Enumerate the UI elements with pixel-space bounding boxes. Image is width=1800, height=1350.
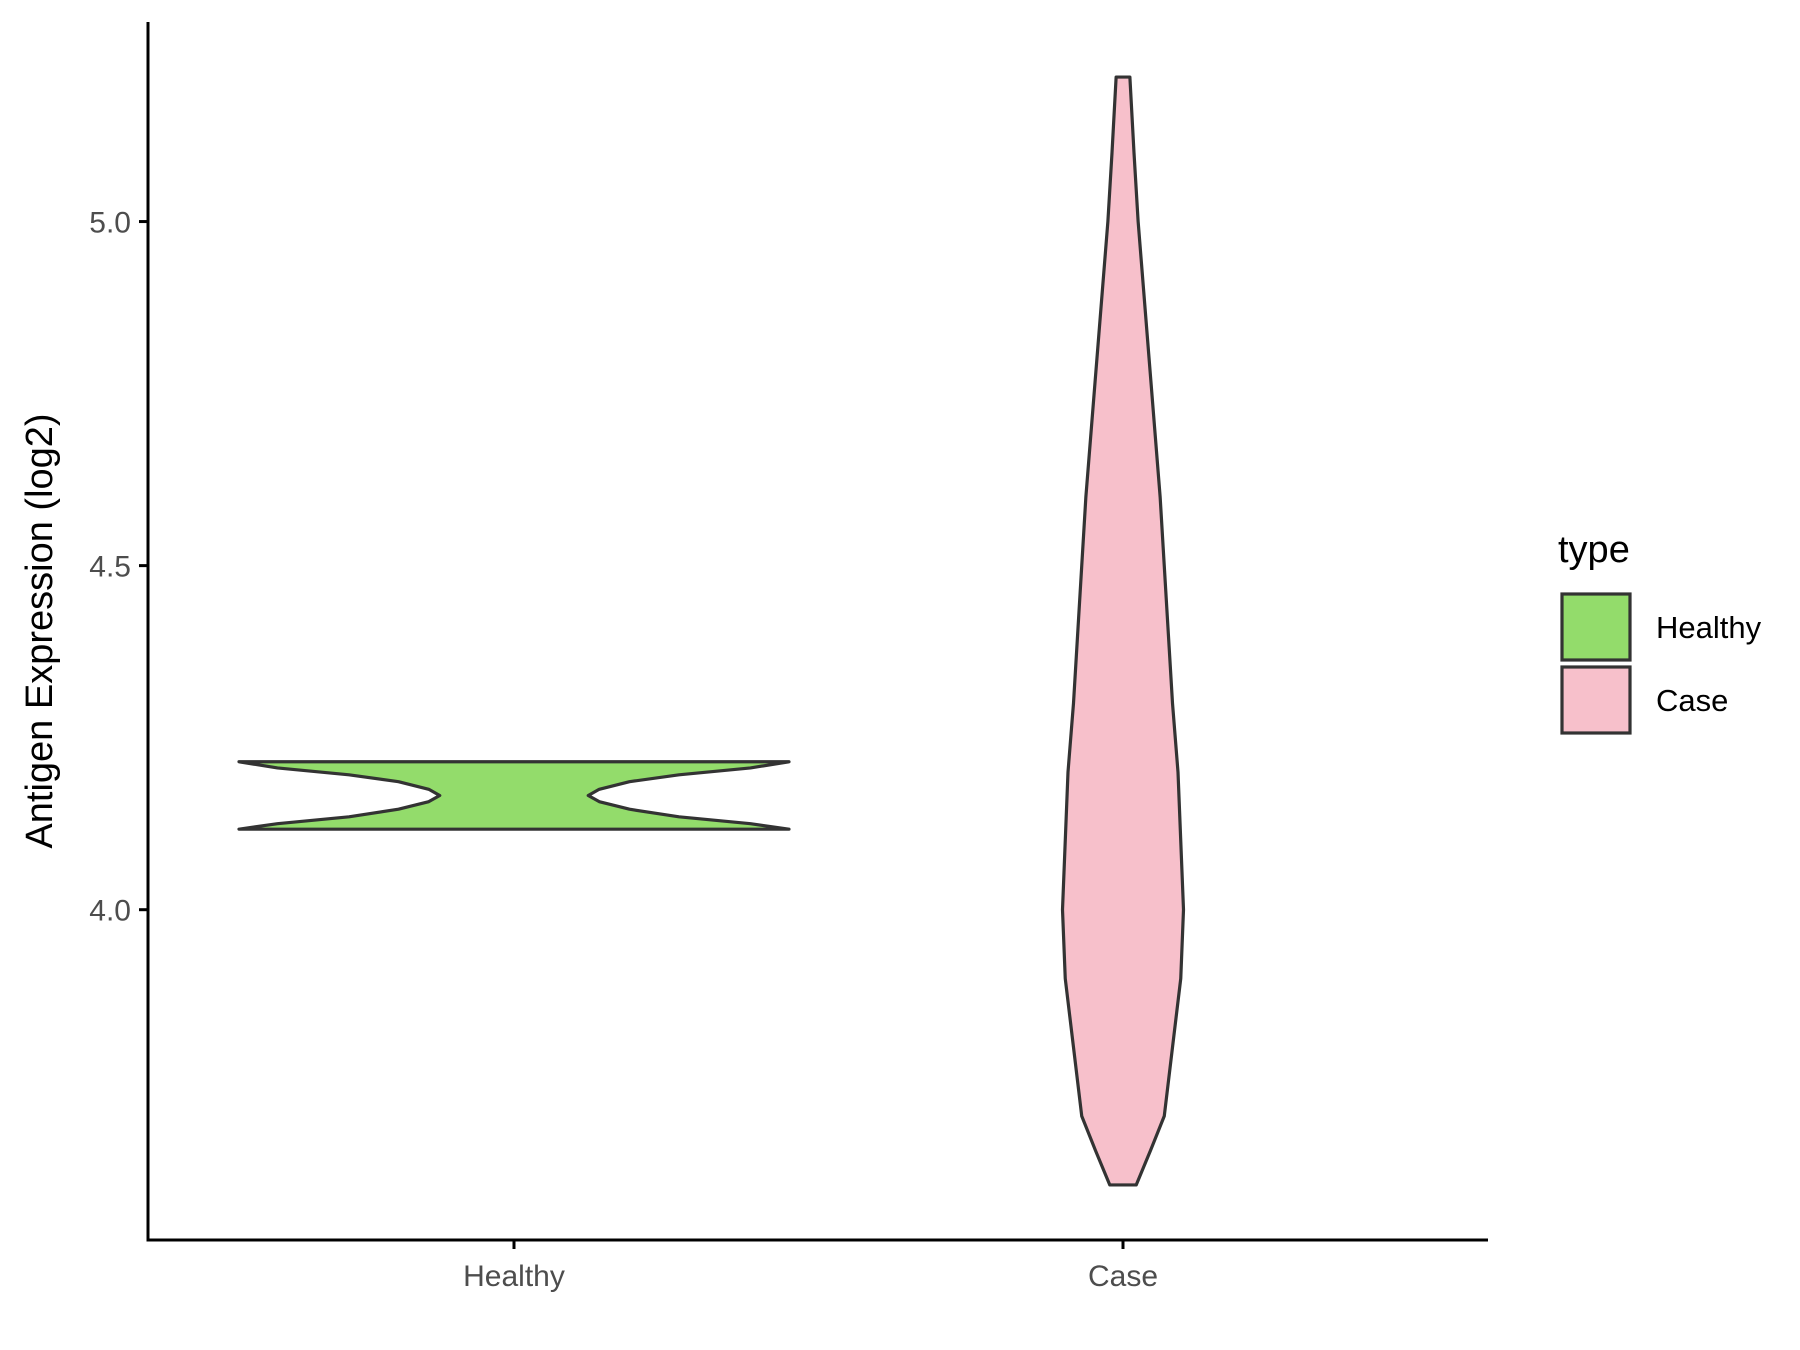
legend-label-case: Case [1656,683,1728,718]
y-tick-label: 4.0 [89,895,131,928]
violin-healthy [237,760,791,831]
y-axis-ticks: 4.0 4.5 5.0 [89,207,148,928]
legend-title: type [1558,529,1630,571]
x-tick-label: Case [1088,1260,1158,1293]
x-axis-ticks: Healthy Case [463,1240,1158,1293]
legend-key-case [1560,665,1632,735]
legend: type Healthy Case [1558,529,1762,735]
legend-key-healthy [1560,592,1632,662]
legend-label-healthy: Healthy [1656,610,1762,645]
x-tick-label: Healthy [463,1260,565,1293]
y-tick-label: 4.5 [89,551,131,584]
y-tick-label: 5.0 [89,207,131,240]
violins-layer [237,75,1186,1187]
y-axis-title: Antigen Expression (log2) [19,413,61,848]
violin-case [1060,75,1186,1187]
